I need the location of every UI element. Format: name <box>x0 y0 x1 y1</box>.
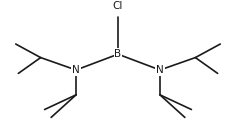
Text: B: B <box>114 49 122 59</box>
Text: N: N <box>156 65 164 75</box>
Text: Cl: Cl <box>113 1 123 11</box>
Text: N: N <box>72 65 80 75</box>
